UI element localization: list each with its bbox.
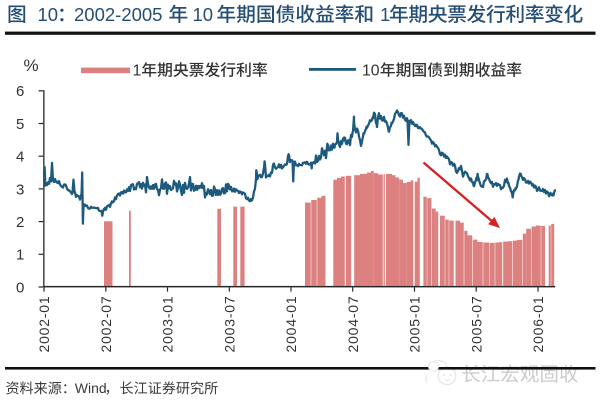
- svg-text:6: 6: [16, 83, 24, 100]
- svg-text:10: 10: [38, 4, 59, 25]
- svg-text:2004-01: 2004-01: [283, 296, 299, 353]
- svg-text:2002-07: 2002-07: [98, 296, 114, 353]
- svg-text:3: 3: [16, 181, 24, 198]
- svg-text:2003-07: 2003-07: [221, 296, 237, 353]
- svg-text:2003-01: 2003-01: [160, 296, 176, 353]
- svg-text:2006-01: 2006-01: [530, 296, 546, 353]
- svg-text:1: 1: [380, 4, 390, 25]
- svg-text:10: 10: [362, 63, 380, 80]
- svg-text:Wind: Wind: [75, 380, 107, 396]
- svg-text:10: 10: [193, 4, 214, 25]
- svg-text:0: 0: [16, 279, 24, 296]
- svg-text:2005-07: 2005-07: [468, 296, 484, 353]
- svg-text:2004-07: 2004-07: [345, 296, 361, 353]
- svg-text:1: 1: [16, 247, 24, 264]
- svg-text:2: 2: [16, 214, 24, 231]
- svg-text:4: 4: [16, 149, 24, 166]
- svg-text:%: %: [24, 56, 39, 75]
- svg-text:2002-01: 2002-01: [36, 296, 52, 353]
- svg-text:1: 1: [133, 63, 142, 80]
- svg-text:5: 5: [16, 116, 24, 133]
- svg-text:2002-2005: 2002-2005: [74, 4, 162, 25]
- svg-text:2005-01: 2005-01: [407, 296, 423, 353]
